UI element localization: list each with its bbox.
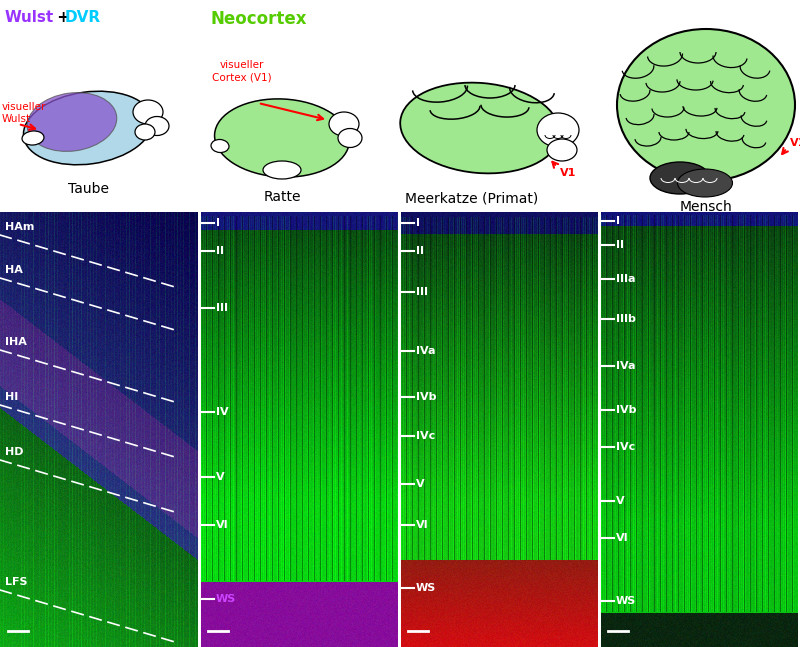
Text: VI: VI xyxy=(616,533,629,543)
Text: III: III xyxy=(416,287,428,298)
Text: II: II xyxy=(216,246,224,256)
Ellipse shape xyxy=(617,29,795,181)
Text: DVR: DVR xyxy=(65,10,101,25)
Text: HAm: HAm xyxy=(5,222,34,232)
Text: I: I xyxy=(216,218,220,228)
Ellipse shape xyxy=(400,83,560,173)
Text: IVa: IVa xyxy=(616,362,635,371)
Ellipse shape xyxy=(133,100,163,124)
Ellipse shape xyxy=(135,124,155,140)
Text: IVb: IVb xyxy=(616,405,637,415)
Text: V: V xyxy=(416,479,425,489)
Ellipse shape xyxy=(214,99,350,177)
Text: IVc: IVc xyxy=(616,442,635,452)
Text: IIIa: IIIa xyxy=(616,274,635,285)
Ellipse shape xyxy=(329,112,359,136)
Ellipse shape xyxy=(263,161,301,179)
Text: V1: V1 xyxy=(790,138,800,148)
Bar xyxy=(199,212,201,647)
Ellipse shape xyxy=(678,169,733,197)
Text: IIIb: IIIb xyxy=(616,314,636,324)
Ellipse shape xyxy=(145,116,169,135)
Text: VI: VI xyxy=(416,520,429,530)
Text: IVb: IVb xyxy=(416,392,437,402)
Ellipse shape xyxy=(22,131,44,145)
Text: Ratte: Ratte xyxy=(263,190,301,204)
Text: V: V xyxy=(616,496,625,506)
Text: VI: VI xyxy=(216,520,229,530)
Ellipse shape xyxy=(537,113,579,147)
Text: visueller
Wulst: visueller Wulst xyxy=(2,102,46,124)
Text: III: III xyxy=(216,303,228,313)
Bar xyxy=(599,212,601,647)
Text: I: I xyxy=(416,218,420,228)
Text: Wulst: Wulst xyxy=(5,10,54,25)
Text: IVc: IVc xyxy=(416,431,435,441)
Text: HD: HD xyxy=(5,447,23,457)
Text: IHA: IHA xyxy=(5,337,27,347)
Bar xyxy=(399,212,401,647)
Text: V: V xyxy=(216,472,225,483)
Text: visueller
Cortex (V1): visueller Cortex (V1) xyxy=(212,60,272,82)
Ellipse shape xyxy=(338,129,362,148)
Text: IVa: IVa xyxy=(416,346,435,356)
Text: WS: WS xyxy=(216,594,236,604)
Text: V1: V1 xyxy=(560,168,576,178)
Text: Mensch: Mensch xyxy=(680,200,732,214)
Text: II: II xyxy=(616,239,624,250)
Ellipse shape xyxy=(27,93,117,151)
Text: LFS: LFS xyxy=(5,577,27,587)
Text: WS: WS xyxy=(616,597,636,606)
Text: HA: HA xyxy=(5,265,23,275)
Text: Taube: Taube xyxy=(67,182,109,196)
Text: +: + xyxy=(52,10,75,25)
Text: HI: HI xyxy=(5,392,18,402)
Ellipse shape xyxy=(23,91,153,165)
Ellipse shape xyxy=(650,162,710,194)
Ellipse shape xyxy=(211,140,229,153)
Text: Neocortex: Neocortex xyxy=(210,10,306,28)
Text: Meerkatze (Primat): Meerkatze (Primat) xyxy=(406,192,538,206)
Text: I: I xyxy=(616,215,620,226)
Text: IV: IV xyxy=(216,407,229,417)
Text: WS: WS xyxy=(416,584,436,593)
Ellipse shape xyxy=(547,139,577,161)
Text: II: II xyxy=(416,246,424,256)
